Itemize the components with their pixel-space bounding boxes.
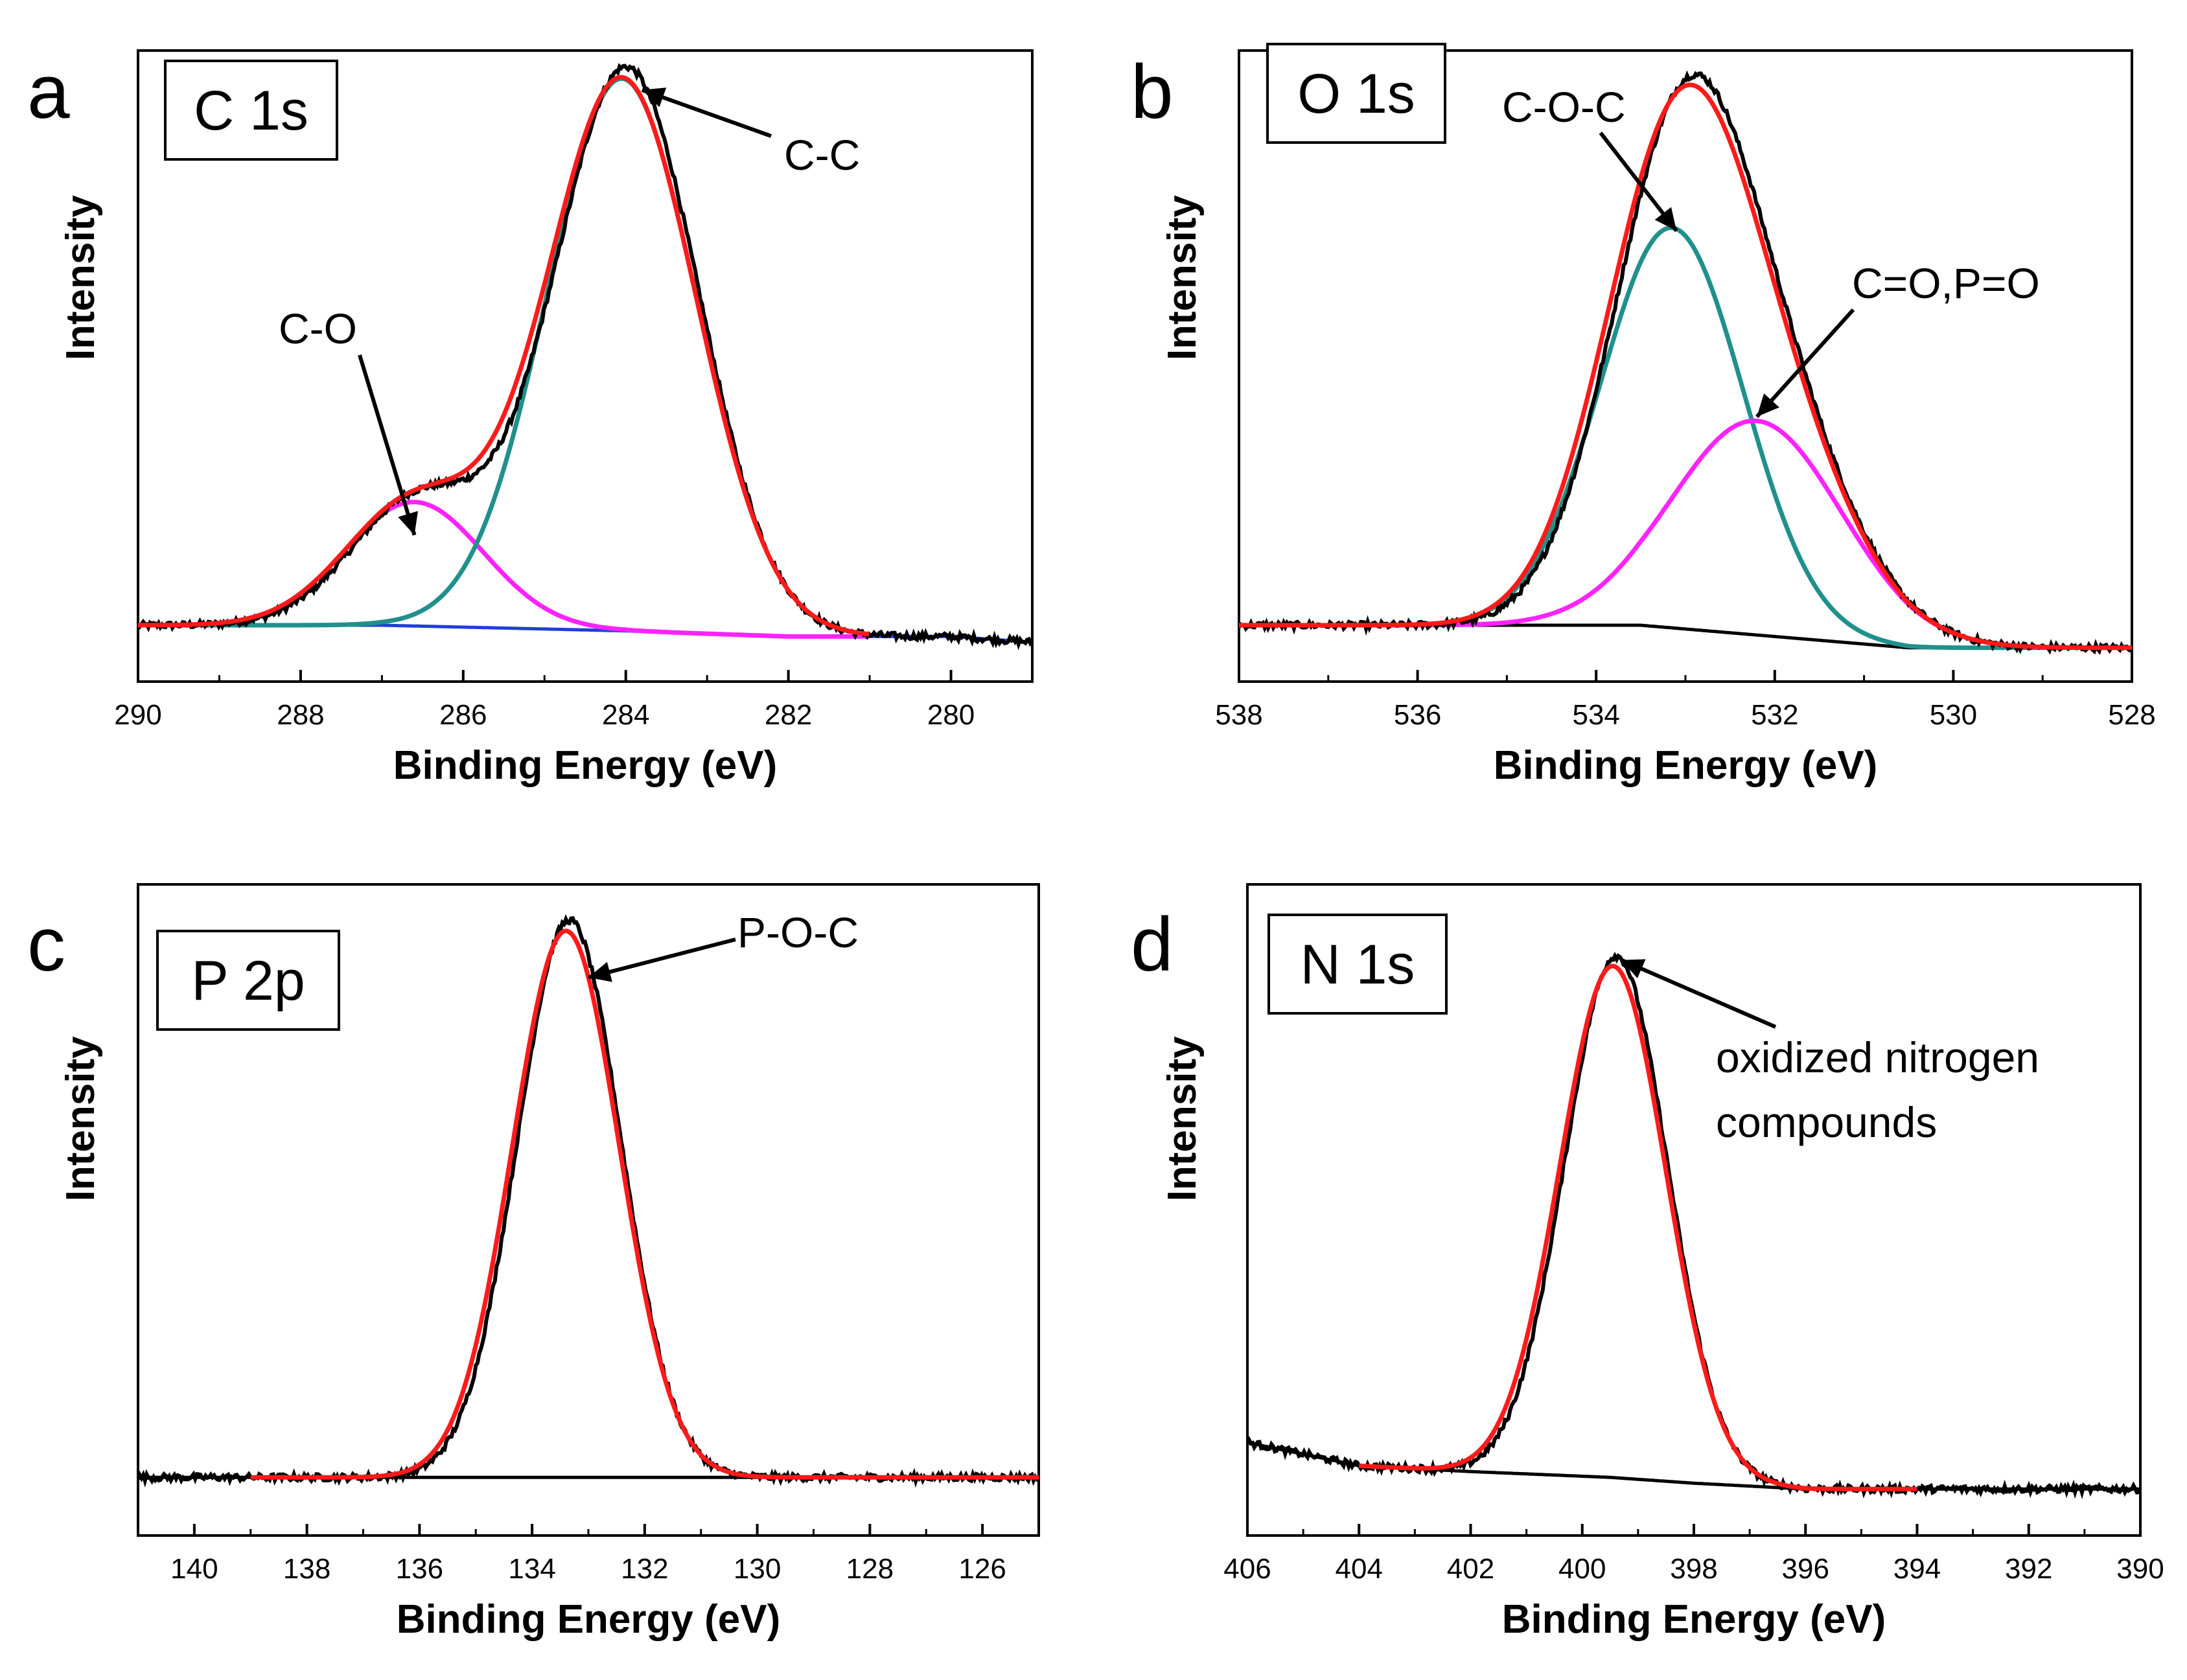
peak-annotation: oxidized nitrogen: [1716, 1033, 2039, 1081]
x-tick-label: 534: [1572, 699, 1619, 731]
element-label-box: [156, 930, 340, 1031]
peak-annotation: compounds: [1716, 1098, 1937, 1146]
x-tick-label: 138: [283, 1553, 330, 1585]
element-label: O 1s: [1297, 63, 1415, 125]
x-tick-label: 404: [1336, 1553, 1383, 1585]
peak-annotation: P-O-C: [737, 908, 859, 956]
annotation-arrow-head: [642, 87, 667, 108]
raw-spectrum-line: [138, 63, 1032, 650]
component-peak-1: [1239, 419, 2132, 650]
x-tick-label: 392: [2005, 1553, 2052, 1585]
x-axis-title: Binding Energy (eV): [1494, 743, 1877, 788]
envelope-fit-line: [138, 75, 870, 637]
annotation-arrow-head: [398, 511, 418, 535]
x-tick-label: 136: [396, 1553, 443, 1585]
plot-area: [1247, 952, 2140, 1500]
y-axis-title: Intensity: [1160, 1036, 1205, 1201]
y-axis-title: Intensity: [58, 195, 103, 360]
x-axis-title: Binding Energy (eV): [393, 743, 777, 788]
chart-panel-b: 538 536 534 532 530 528 Binding Energy (eV) Int…: [1131, 43, 2156, 788]
x-tick-label: 284: [602, 699, 649, 731]
annotation-arrow-line: [1755, 308, 1855, 419]
plot-frame: [137, 49, 1034, 683]
x-tick-label: 132: [621, 1553, 668, 1585]
element-label-box: [1266, 43, 1446, 144]
element-label: C 1s: [194, 80, 308, 142]
x-tick-label: 530: [1930, 699, 1977, 731]
element-label-box: [164, 60, 338, 161]
plot-frame: [1238, 49, 2133, 683]
chart-panel-a: 290 288 286 284 282 280 Binding Energy (eV) Int…: [27, 49, 1034, 788]
element-label: P 2p: [191, 950, 305, 1012]
panel-letter: b: [1131, 49, 1174, 135]
annotation-arrow-head: [1654, 207, 1677, 231]
x-tick-label: 398: [1670, 1553, 1717, 1585]
element-label-box: [1267, 914, 1448, 1015]
x-tick-label: 128: [846, 1553, 894, 1585]
annotation-arrow-head: [588, 961, 612, 982]
x-tick-label: 280: [927, 699, 975, 731]
raw-spectrum-line: [1239, 70, 2132, 655]
peak-annotation: C=O,P=O: [1852, 259, 2040, 307]
x-tick-label: 406: [1223, 1553, 1271, 1585]
annotation-arrow-line: [1620, 958, 1777, 1029]
x-tick-label: 282: [765, 699, 812, 731]
x-tick-label: 394: [1893, 1553, 1941, 1585]
x-axis-title: Binding Energy (eV): [397, 1597, 780, 1642]
plot-area: [138, 914, 1039, 1488]
x-tick-label: 290: [114, 699, 161, 731]
chart-panel-d: 406 404 402 400 398 396 394 392 390 Binding Energ…: [1131, 883, 2164, 1642]
x-tick-label: 536: [1394, 699, 1441, 731]
x-tick-label: 140: [170, 1553, 218, 1585]
x-tick-label: 288: [277, 699, 324, 731]
x-tick-label: 538: [1215, 699, 1262, 731]
x-tick-label: 126: [958, 1553, 1006, 1585]
x-tick-label: 400: [1558, 1553, 1606, 1585]
annotation-arrow-head: [1757, 393, 1779, 417]
envelope-fit-line: [250, 928, 1039, 1480]
panel-letter: a: [27, 49, 70, 135]
annotation-arrow-head: [1621, 959, 1646, 978]
annotation-arrow-line: [641, 88, 772, 138]
x-axis-title: Binding Energy (eV): [1502, 1597, 1886, 1642]
panel-letter: d: [1131, 902, 1174, 987]
x-tick-label: 130: [734, 1553, 781, 1585]
envelope-fit-line: [1359, 963, 1917, 1491]
plot-area: [138, 63, 1032, 650]
peak-annotation: C-C: [784, 131, 860, 179]
chart-panel-c: 140 138 136 134 132 130 128 126 Binding Energy (…: [27, 883, 1040, 1642]
x-tick-label: 402: [1447, 1553, 1494, 1585]
x-tick-label: 396: [1782, 1553, 1829, 1585]
component-peak-1: [138, 76, 870, 637]
annotation-arrow-line: [358, 354, 417, 536]
x-tick-label: 532: [1751, 699, 1798, 731]
panel-letter: c: [27, 902, 65, 987]
element-label: N 1s: [1301, 934, 1415, 996]
x-tick-label: 390: [2116, 1553, 2164, 1585]
annotation-arrow-line: [588, 938, 736, 980]
x-tick-label: 528: [2108, 699, 2155, 731]
peak-annotation: C-O: [279, 305, 357, 352]
x-tick-label: 134: [508, 1553, 555, 1585]
envelope-fit-line: [1239, 82, 2132, 650]
plot-area: [1239, 70, 2132, 655]
x-tick-label: 286: [439, 699, 487, 731]
peak-annotation: C-O-C: [1502, 83, 1626, 131]
y-axis-title: Intensity: [58, 1036, 103, 1201]
y-axis-title: Intensity: [1160, 195, 1205, 360]
